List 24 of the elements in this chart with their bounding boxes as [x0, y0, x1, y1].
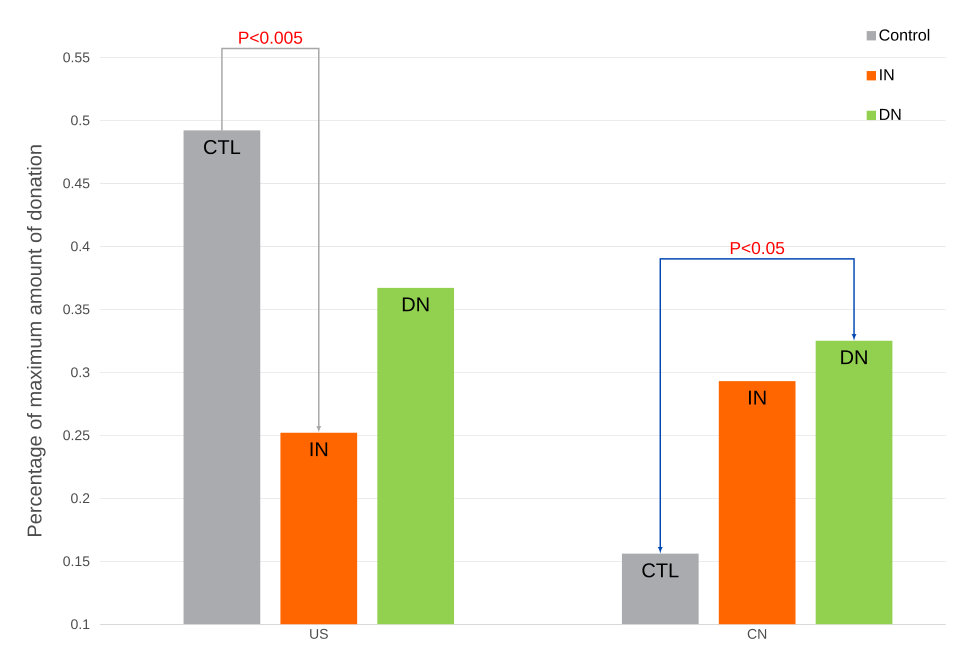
x-tick-label: CN — [748, 628, 766, 639]
legend-label: IN — [880, 69, 894, 80]
y-tick-label: 0.45 — [63, 178, 90, 188]
y-tick-label: 0.3 — [71, 367, 90, 378]
y-tick-label: 0.5 — [71, 115, 90, 126]
data-label: IN — [749, 390, 766, 404]
data-label: CTL — [204, 140, 240, 154]
y-tick-label: 0.25 — [63, 430, 90, 440]
y-tick-label: 0.55 — [63, 52, 90, 62]
legend-label: Control — [879, 28, 930, 41]
data-label: CTL — [642, 563, 679, 578]
data-label: IN — [310, 442, 328, 456]
x-tick-label: US — [310, 628, 328, 639]
y-tick-label: 0.4 — [71, 241, 90, 252]
y-tick-label: 0.15 — [63, 556, 90, 566]
text: P<0.005 — [239, 31, 302, 44]
y-tick-label: 0.35 — [63, 304, 90, 314]
legend-label: DN — [880, 108, 900, 120]
annotation: P<0.05 — [730, 242, 784, 254]
y-tick-label: 0.2 — [71, 493, 90, 504]
data-label: DN — [402, 297, 428, 312]
y-tick-label: 0.1 — [71, 619, 90, 630]
y-axis-title: Percentage of maximum amount of donation — [26, 145, 46, 536]
data-label: DN — [841, 350, 867, 364]
